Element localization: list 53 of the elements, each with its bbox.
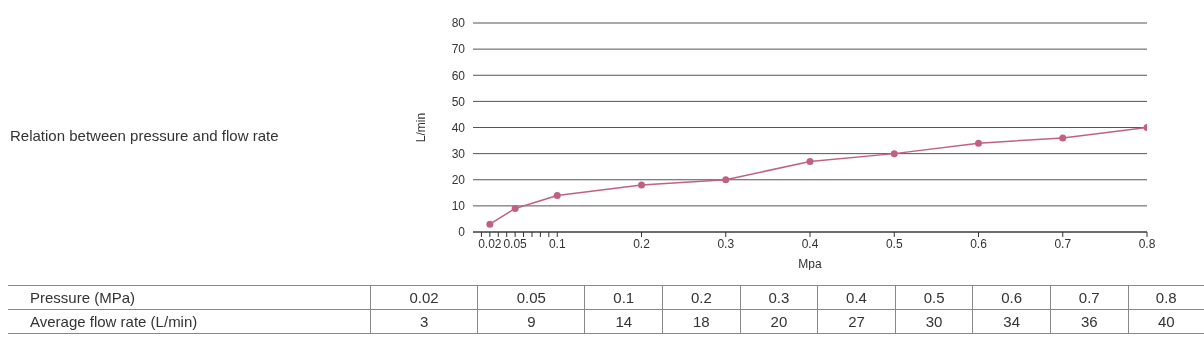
text: Relation between pressure and flow rate [10,127,279,144]
point [722,176,730,184]
text: 0.2 [662,285,741,310]
y-tick-label: 30 [451,146,466,161]
y-tick-label: 40 [451,120,466,135]
text: 0.8 [1128,285,1204,310]
y-tick-label: 60 [451,68,466,83]
x-tick-label: 0.2 [633,236,651,251]
text: 0.05 [477,285,585,310]
point [975,139,982,147]
text: 34 [972,309,1051,334]
text: 30 [895,309,973,334]
text: 0.3 [740,285,818,310]
text: 9 [477,309,585,334]
point [890,150,898,158]
y-tick-label: 80 [451,16,466,31]
y-tick-label: 70 [451,42,466,57]
text: 18 [662,309,741,334]
point [638,181,645,189]
x-tick-label: 0.3 [717,236,735,251]
y-tick-label: 20 [451,173,466,188]
point [553,191,561,199]
text: 14 [584,309,663,334]
x-tick-label: 0.1 [548,236,566,251]
text: Pressure (MPa) [8,285,371,310]
x-axis-title: Mpa [798,257,822,271]
text: 27 [817,309,896,334]
text: 20 [740,309,818,334]
x-tick-label: 0.5 [885,236,903,251]
text: 0.4 [817,285,896,310]
text: 0.7 [1050,285,1129,310]
text: 0.6 [972,285,1051,310]
point [486,220,494,228]
point [511,204,519,212]
point [806,157,814,165]
x-tick-label: 0.4 [801,236,819,251]
y-tick-label: 50 [451,94,466,109]
y-tick-label: 0 [458,225,466,240]
text: Average flow rate (L/min) [8,309,371,334]
text: 0.1 [584,285,663,310]
x-tick-label: 0.02 [478,236,502,251]
x-tick-label: 0.05 [503,236,528,251]
x-tick-label: 0.8 [1138,236,1156,251]
x-tick-label: 0.7 [1054,236,1072,251]
text: 0.02 [370,285,478,310]
x-tick-label: 0.6 [970,236,988,251]
text: 36 [1050,309,1129,334]
y-axis-title: L/min [414,112,429,143]
text: 3 [370,309,478,334]
point [1059,134,1067,142]
y-tick-label: 10 [451,199,466,214]
text: 0.5 [895,285,973,310]
text: 40 [1128,309,1204,334]
